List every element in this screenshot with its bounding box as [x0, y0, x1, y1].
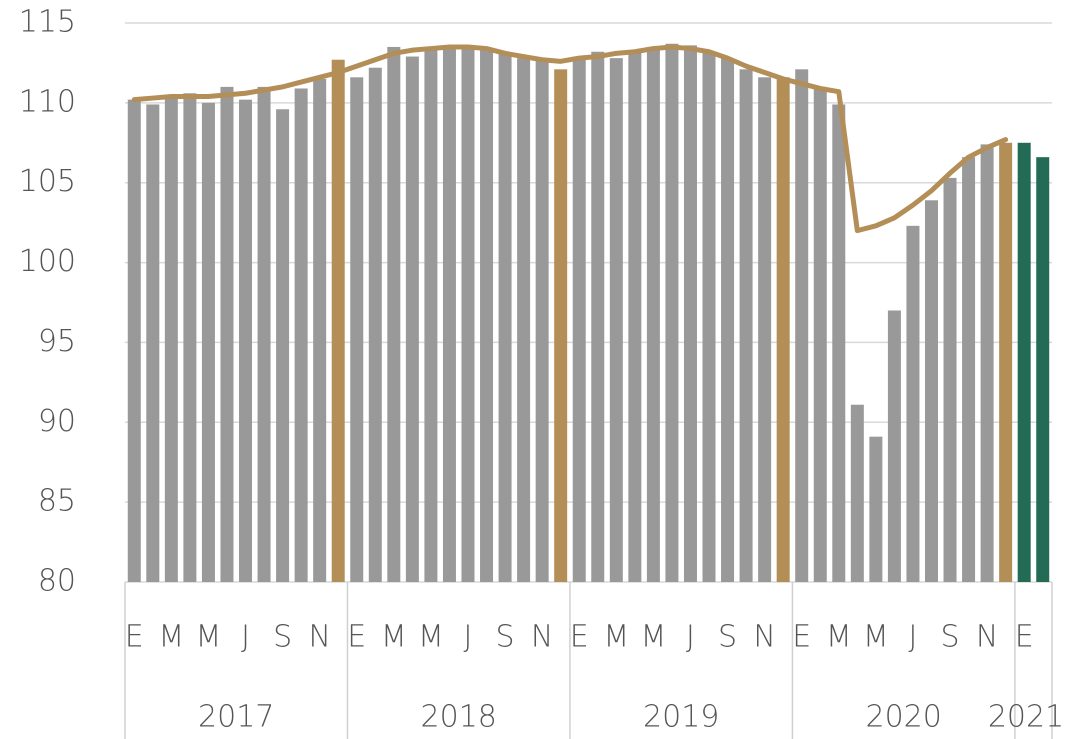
bar — [442, 46, 456, 582]
year-label: 2019 — [643, 700, 719, 735]
bar — [721, 58, 735, 582]
bar — [869, 436, 883, 582]
bar — [609, 58, 623, 582]
bar — [387, 46, 401, 582]
bar — [424, 48, 438, 583]
bar — [572, 56, 586, 583]
y-tick-label: 105 — [19, 164, 76, 199]
bar — [683, 45, 697, 583]
bar — [980, 144, 994, 582]
bar — [239, 99, 253, 583]
x-tick-label: E — [1015, 620, 1034, 655]
bar — [850, 404, 864, 582]
x-tick-label: J — [241, 620, 250, 655]
bar — [480, 48, 494, 583]
x-tick-label: S — [718, 620, 737, 655]
x-tick-label: S — [273, 620, 292, 655]
bar — [146, 104, 160, 582]
x-tick-label: E — [347, 620, 366, 655]
year-label: 2020 — [866, 700, 942, 735]
x-tick-label: M — [640, 620, 666, 655]
x-tick-label: E — [570, 620, 589, 655]
bar — [183, 93, 197, 582]
x-tick-label: M — [418, 620, 444, 655]
y-tick-label: 90 — [38, 404, 76, 439]
bar — [127, 99, 141, 583]
x-tick-label: M — [158, 620, 184, 655]
bar — [350, 77, 364, 582]
bar — [405, 56, 419, 583]
x-tick-label: S — [941, 620, 960, 655]
bar — [220, 86, 234, 582]
x-tick-label: M — [826, 620, 852, 655]
bar — [924, 200, 938, 583]
x-tick-label: J — [464, 620, 473, 655]
x-tick-label: N — [531, 620, 553, 655]
bar — [813, 86, 827, 582]
bar — [999, 142, 1013, 583]
bar — [665, 43, 679, 582]
bar — [628, 50, 642, 582]
bar — [906, 225, 920, 582]
x-tick-label: M — [863, 620, 889, 655]
bar — [646, 46, 660, 582]
bar — [962, 157, 976, 582]
bar — [776, 77, 790, 582]
trend-line — [131, 44, 1009, 234]
bar — [313, 78, 327, 583]
x-tick-label: S — [496, 620, 515, 655]
x-tick-label: J — [909, 620, 918, 655]
bar — [257, 86, 271, 582]
x-tick-label: N — [308, 620, 330, 655]
bar — [368, 67, 382, 583]
bar — [591, 51, 605, 582]
x-tick-label: E — [125, 620, 144, 655]
year-label: 2021 — [988, 700, 1064, 735]
bar — [498, 53, 512, 583]
x-tick-label: E — [792, 620, 811, 655]
year-label: 2018 — [421, 700, 497, 735]
bar — [164, 98, 178, 583]
bar — [554, 69, 568, 583]
x-tick-label: M — [195, 620, 221, 655]
bar — [461, 46, 475, 582]
bar — [832, 104, 846, 582]
bar — [331, 59, 345, 582]
bar — [201, 102, 215, 582]
bar — [702, 51, 716, 582]
x-tick-label: N — [976, 620, 998, 655]
bar — [535, 58, 549, 582]
y-tick-label: 115 — [19, 5, 76, 40]
y-tick-label: 110 — [19, 84, 76, 119]
bar — [943, 177, 957, 582]
y-tick-label: 100 — [19, 244, 76, 279]
x-tick-label: J — [686, 620, 695, 655]
bar — [795, 69, 809, 583]
x-tick-label: N — [753, 620, 775, 655]
bar — [294, 88, 308, 583]
bar — [758, 77, 772, 582]
y-tick-label: 85 — [38, 484, 76, 519]
bar — [1036, 157, 1050, 582]
y-tick-label: 80 — [38, 564, 76, 599]
bar — [1017, 142, 1031, 583]
year-label: 2017 — [198, 700, 274, 735]
bar — [517, 58, 531, 582]
bar — [276, 109, 290, 582]
bar — [887, 310, 901, 582]
bar — [739, 69, 753, 583]
x-tick-label: M — [603, 620, 629, 655]
y-tick-label: 95 — [38, 324, 76, 359]
x-tick-label: M — [381, 620, 407, 655]
